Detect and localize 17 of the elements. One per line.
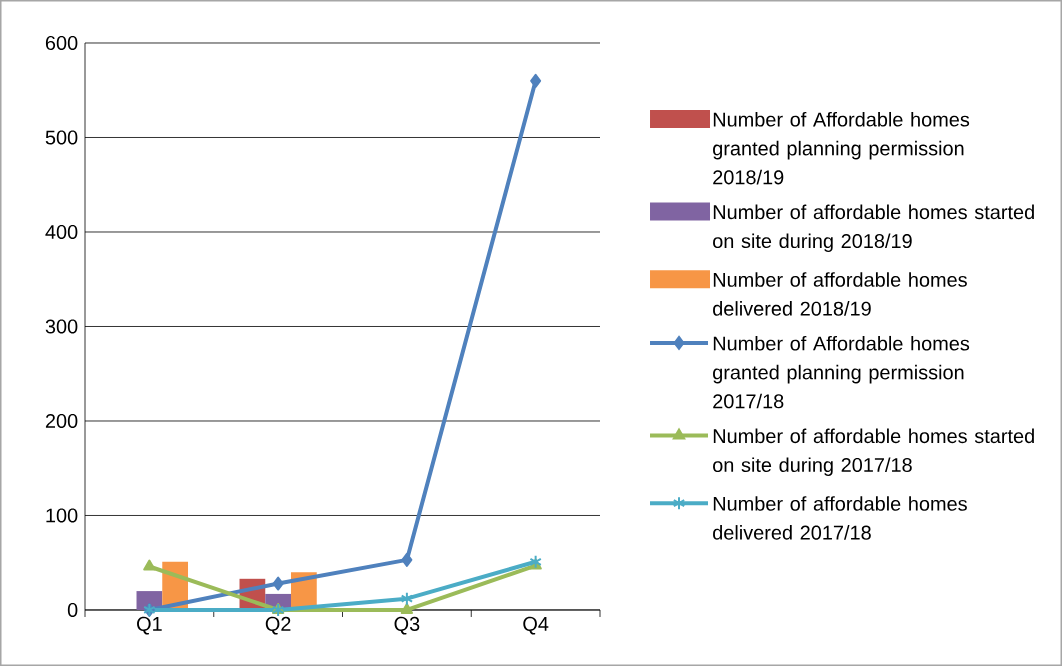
y-tick-label: 400 [45, 224, 78, 240]
legend-label: Number of affordable homes delivered 2018/19 [713, 272, 967, 316]
y-tick-label: 300 [45, 319, 78, 334]
legend-label: Number of affordable homes started on site during 2018/19 [713, 204, 1034, 253]
y-tick-label: 0 [67, 602, 78, 618]
x-tick-label: Q1 [137, 616, 162, 635]
y-tick-label: 100 [46, 508, 78, 523]
y-tick-label: 600 [45, 35, 78, 51]
y-tick-label: 500 [45, 130, 78, 145]
x-tick-label: Q2 [265, 616, 291, 635]
y-tick-label: 200 [45, 413, 78, 429]
legend-label: Number of affordable homes started on site during 2017/18 [713, 428, 1034, 476]
legend-label: Number of Affordable homes granted planning permission 2017/18 [713, 335, 970, 409]
legend-label: Number of Affordable homes granted planning permission 2018/19 [713, 111, 970, 185]
x-tick-label: Q4 [523, 616, 549, 635]
x-tick-label: Q3 [394, 616, 420, 635]
legend-label: Number of affordable homes delivered 2017/18 [713, 496, 967, 540]
